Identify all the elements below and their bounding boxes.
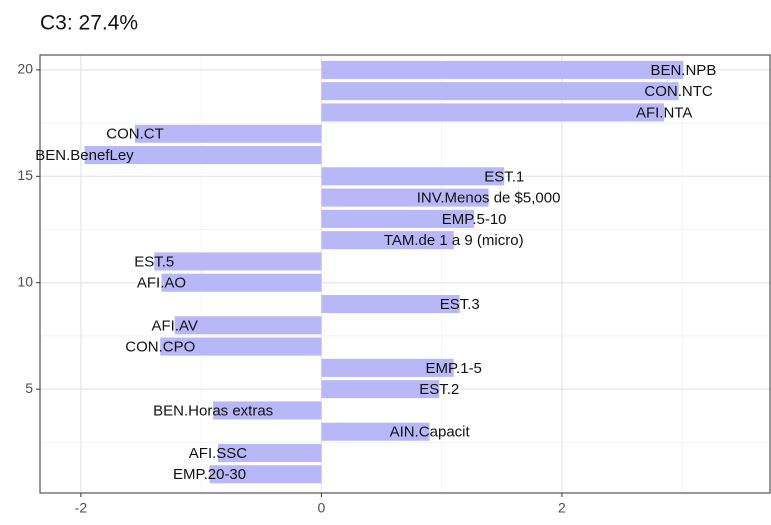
bar (154, 252, 322, 271)
bar (321, 188, 489, 207)
bar-label: TAM.de 1 a 9 (micro) (384, 232, 524, 249)
bar-label: AFI.AO (137, 275, 186, 292)
y-tick-label: 20 (17, 61, 33, 77)
bar-label: EST.1 (484, 168, 524, 185)
y-tick-label: 5 (25, 380, 33, 396)
bar (135, 124, 322, 143)
bar-label: EST.2 (419, 381, 459, 398)
bar-label: CON.CPO (125, 339, 195, 356)
bar (321, 422, 430, 441)
bar-label: EST.3 (440, 296, 480, 313)
x-tick-label: 2 (558, 500, 566, 516)
bar-label: AFI.AV (151, 317, 197, 334)
bar-label: CON.CT (106, 126, 164, 143)
bar-label: EMP.20-30 (173, 466, 246, 483)
bar (321, 209, 475, 228)
y-tick-label: 15 (17, 167, 33, 183)
chart-title: C3: 27.4% (40, 12, 138, 35)
bar (321, 358, 454, 377)
bar-label: CON.NTC (644, 83, 712, 100)
bar-label: EMP.5-10 (442, 211, 507, 228)
bar (321, 60, 684, 79)
panel-border (39, 54, 771, 494)
bar-label: BEN.Horas extras (153, 402, 273, 419)
bar (321, 167, 505, 186)
bar-label: EMP.1-5 (425, 360, 481, 377)
bar-label: EST.5 (134, 253, 174, 270)
y-tick-label: 10 (17, 273, 33, 289)
bar-label: INV.Menos de $5,000 (417, 190, 561, 207)
bar (209, 465, 322, 484)
bar (321, 294, 460, 314)
bar-label: BEN.BenefLey (35, 147, 134, 164)
bar (321, 231, 454, 250)
bar-label: AFI.NTA (636, 104, 692, 121)
bar-label: BEN.NPB (650, 62, 716, 79)
bar (321, 103, 665, 122)
x-tick-label: 0 (318, 500, 326, 516)
bar (321, 82, 679, 101)
bar-label: AIN.Capacit (390, 424, 471, 441)
x-tick-label: -2 (75, 500, 88, 516)
bar (321, 380, 440, 399)
bar-label: AFI.SSC (189, 445, 248, 462)
bar (84, 145, 322, 165)
bar (217, 443, 322, 463)
bar (174, 316, 322, 335)
bar (213, 401, 322, 420)
bar (160, 337, 322, 356)
bar (161, 273, 322, 292)
